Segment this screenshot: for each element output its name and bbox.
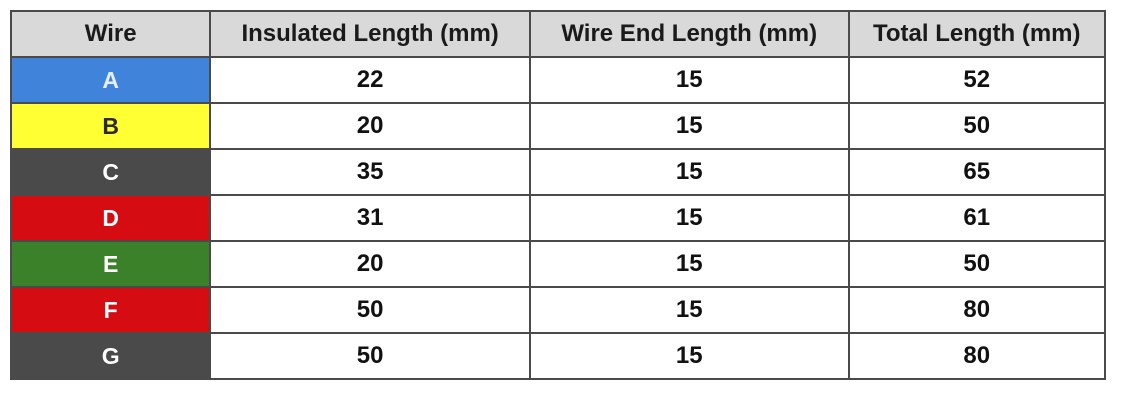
total-length-cell: 50 <box>847 102 1107 150</box>
wire-end-length-cell: 15 <box>528 286 850 334</box>
insulated-length-cell: 20 <box>209 240 531 288</box>
wire-cell: A <box>9 56 212 104</box>
wire-length-table: Wire Insulated Length (mm) Wire End Leng… <box>9 10 1107 380</box>
wire-end-length-cell: 15 <box>528 240 850 288</box>
wire-cell: F <box>9 286 212 334</box>
total-length-cell: 65 <box>847 148 1107 196</box>
wire-end-length-cell: 15 <box>528 56 850 104</box>
insulated-length-cell: 50 <box>209 332 531 380</box>
insulated-length-cell: 22 <box>209 56 531 104</box>
wire-cell: E <box>9 240 212 288</box>
table-row: D 31 15 61 <box>9 194 1107 242</box>
insulated-length-cell: 31 <box>209 194 531 242</box>
wire-cell: D <box>9 194 212 242</box>
header-total-length: Total Length (mm) <box>847 10 1107 58</box>
table-row: C 35 15 65 <box>9 148 1107 196</box>
wire-end-length-cell: 15 <box>528 332 850 380</box>
header-row: Wire Insulated Length (mm) Wire End Leng… <box>9 10 1107 58</box>
header-wire: Wire <box>9 10 212 58</box>
table-row: E 20 15 50 <box>9 240 1107 288</box>
wire-cell: B <box>9 102 212 150</box>
table-row: A 22 15 52 <box>9 56 1107 104</box>
insulated-length-cell: 35 <box>209 148 531 196</box>
table-row: B 20 15 50 <box>9 102 1107 150</box>
table-row: G 50 15 80 <box>9 332 1107 380</box>
wire-cell: C <box>9 148 212 196</box>
table-header: Wire Insulated Length (mm) Wire End Leng… <box>9 10 1107 58</box>
total-length-cell: 80 <box>847 332 1107 380</box>
wire-end-length-cell: 15 <box>528 102 850 150</box>
table-body: A 22 15 52 B 20 15 50 C 35 15 65 D 31 15… <box>9 56 1107 380</box>
total-length-cell: 50 <box>847 240 1107 288</box>
insulated-length-cell: 50 <box>209 286 531 334</box>
total-length-cell: 52 <box>847 56 1107 104</box>
total-length-cell: 61 <box>847 194 1107 242</box>
wire-end-length-cell: 15 <box>528 194 850 242</box>
total-length-cell: 80 <box>847 286 1107 334</box>
wire-end-length-cell: 15 <box>528 148 850 196</box>
header-insulated-length: Insulated Length (mm) <box>209 10 531 58</box>
header-wire-end-length: Wire End Length (mm) <box>528 10 850 58</box>
insulated-length-cell: 20 <box>209 102 531 150</box>
table-row: F 50 15 80 <box>9 286 1107 334</box>
wire-cell: G <box>9 332 212 380</box>
